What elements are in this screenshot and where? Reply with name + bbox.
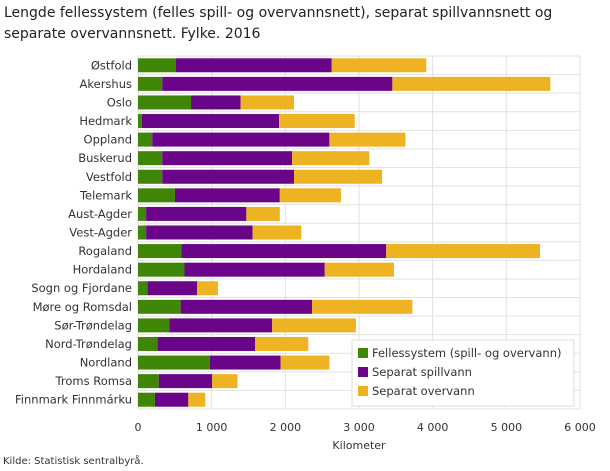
category-label: Troms Romsa bbox=[55, 374, 132, 388]
x-tick-label: 4 000 bbox=[417, 421, 449, 434]
bar-segment bbox=[138, 318, 170, 333]
x-tick-label: 5 000 bbox=[491, 421, 523, 434]
category-label: Nord-Trøndelag bbox=[45, 337, 132, 351]
bar-segment bbox=[180, 299, 313, 314]
bar-segment bbox=[138, 206, 147, 221]
category-label: Oslo bbox=[107, 95, 132, 109]
legend-label: Separat overvann bbox=[372, 384, 475, 398]
bar-segment bbox=[181, 244, 387, 259]
bar-segment bbox=[272, 318, 356, 333]
bar-segment bbox=[158, 374, 213, 389]
legend-swatch bbox=[358, 386, 368, 396]
bar-segment bbox=[252, 225, 302, 240]
bar-segment bbox=[184, 262, 325, 277]
category-label: Østfold bbox=[91, 58, 132, 72]
bar-segment bbox=[152, 132, 330, 147]
category-label: Aust-Agder bbox=[68, 207, 132, 221]
category-label: Rogaland bbox=[78, 244, 132, 258]
source-note: Kilde: Statistisk sentralbyrå. bbox=[3, 456, 144, 467]
legend-swatch bbox=[358, 367, 368, 377]
bar-segment bbox=[138, 58, 177, 73]
bar-segment bbox=[138, 299, 181, 314]
legend-swatch bbox=[358, 348, 368, 358]
bar-segment bbox=[386, 244, 540, 259]
category-label: Nordland bbox=[80, 356, 132, 370]
bar-segment bbox=[280, 355, 330, 370]
bar-segment bbox=[147, 281, 198, 296]
category-label: Sør-Trøndelag bbox=[54, 318, 132, 332]
bar-segment bbox=[138, 355, 210, 370]
x-tick-label: 1 000 bbox=[196, 421, 228, 434]
category-label: Oppland bbox=[84, 133, 132, 147]
bar-segment bbox=[157, 336, 256, 351]
bar-segment bbox=[162, 151, 293, 166]
bar-segment bbox=[162, 169, 295, 184]
bar-segment bbox=[324, 262, 394, 277]
x-tick-label: 6 000 bbox=[564, 421, 596, 434]
bar-segment bbox=[197, 281, 218, 296]
category-label: Hordaland bbox=[73, 263, 132, 277]
bar-segment bbox=[138, 374, 159, 389]
bar-segment bbox=[138, 188, 175, 203]
bar-segment bbox=[292, 151, 370, 166]
category-label: Hedmark bbox=[79, 114, 132, 128]
bar-segment bbox=[174, 188, 280, 203]
bar-segment bbox=[138, 336, 158, 351]
bar-segment bbox=[209, 355, 281, 370]
category-label: Buskerud bbox=[78, 151, 132, 165]
x-axis-label: Kilometer bbox=[332, 439, 386, 452]
chart-title: Lengde fellessystem (felles spill- og ov… bbox=[4, 5, 553, 42]
bar-segment bbox=[154, 392, 189, 407]
legend-label: Separat spillvann bbox=[372, 365, 472, 379]
x-tick-label: 3 000 bbox=[343, 421, 375, 434]
bar-segment bbox=[138, 281, 148, 296]
category-label: Møre og Romsdal bbox=[33, 300, 132, 314]
bar-segment bbox=[146, 206, 247, 221]
bar-segment bbox=[138, 132, 153, 147]
bar-segment bbox=[138, 244, 182, 259]
bar-segment bbox=[138, 169, 163, 184]
bar-segment bbox=[138, 262, 185, 277]
bar-segment bbox=[188, 392, 206, 407]
bar-segment bbox=[141, 114, 280, 129]
bar-segment bbox=[138, 225, 147, 240]
bar-segment bbox=[279, 114, 355, 129]
bar-segment bbox=[246, 206, 280, 221]
bar-segment bbox=[329, 132, 406, 147]
bar-segment bbox=[138, 76, 163, 91]
bar-segment bbox=[255, 336, 309, 351]
category-label: Akershus bbox=[80, 77, 132, 91]
bar-segment bbox=[138, 392, 155, 407]
legend-label: Fellessystem (spill- og overvann) bbox=[372, 346, 561, 360]
bar-segment bbox=[138, 114, 142, 129]
x-tick-label: 0 bbox=[135, 421, 142, 434]
x-tick-label: 2 000 bbox=[270, 421, 302, 434]
bar-segment bbox=[169, 318, 273, 333]
bar-segment bbox=[138, 95, 192, 110]
bar-segment bbox=[191, 95, 241, 110]
bar-segment bbox=[138, 151, 163, 166]
bar-segment bbox=[162, 76, 393, 91]
bar-segment bbox=[331, 58, 427, 73]
bar-segment bbox=[240, 95, 295, 110]
bar-segment bbox=[294, 169, 383, 184]
category-label: Vestfold bbox=[86, 170, 132, 184]
bar-segment bbox=[279, 188, 341, 203]
bar-segment bbox=[146, 225, 253, 240]
bar-segment bbox=[212, 374, 238, 389]
bar-segment bbox=[392, 76, 551, 91]
legend: Fellessystem (spill- og overvann) Separat… bbox=[351, 339, 575, 407]
category-label: Vest-Agder bbox=[69, 226, 132, 240]
bar-segment bbox=[312, 299, 413, 314]
category-label: Telemark bbox=[79, 188, 132, 202]
category-label: Sogn og Fjordane bbox=[31, 281, 132, 295]
bar-segment bbox=[176, 58, 332, 73]
category-label: Finnmark Finnmárku bbox=[15, 393, 132, 407]
